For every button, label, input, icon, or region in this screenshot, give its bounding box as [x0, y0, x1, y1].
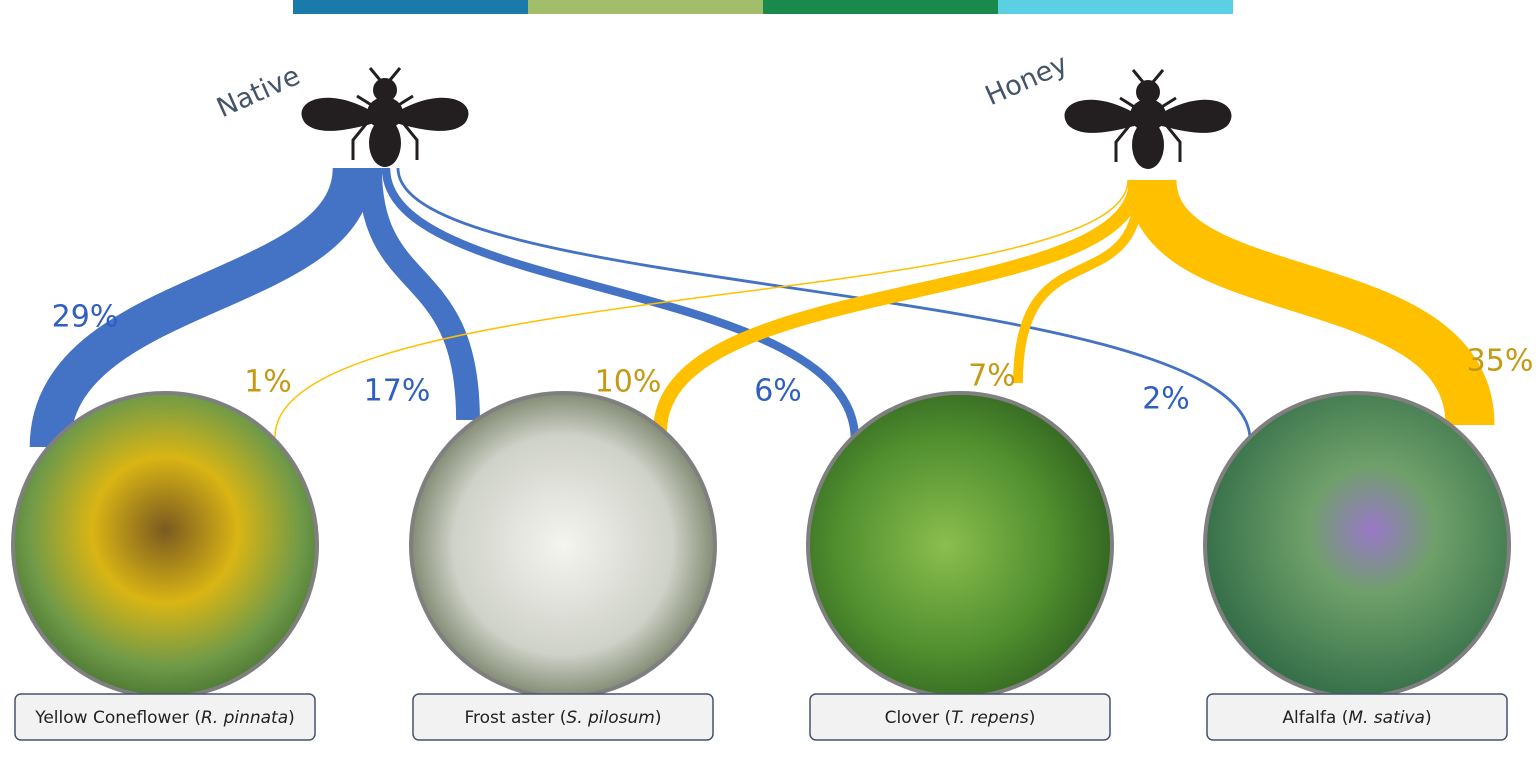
flow-label: 2% — [1142, 382, 1190, 417]
bee-label: Honey — [981, 48, 1073, 112]
flower-label-part: Alfalfa ( — [1282, 708, 1348, 728]
flower-label-part: T. repens — [951, 708, 1029, 728]
top-bar — [293, 0, 1233, 14]
flower-label-part: M. sativa — [1348, 708, 1425, 728]
flow — [1152, 180, 1470, 425]
flower-label-part: ) — [288, 708, 295, 728]
flower-label-part: ) — [655, 708, 662, 728]
bee — [1064, 70, 1231, 169]
infographic: 29% 17% 6% 2% 1% 10% 7% 35% Yellow Coneflower (… — [0, 0, 1540, 767]
flower-photo — [411, 393, 715, 697]
flower-label-part: ) — [1029, 708, 1036, 728]
flow-label: 1% — [244, 365, 292, 400]
bee-label: Native — [212, 60, 304, 124]
flow-label: 17% — [364, 374, 431, 409]
bee — [301, 68, 468, 167]
flow-label: 7% — [968, 359, 1016, 394]
flower-label-part: R. pinnata — [201, 708, 288, 728]
flow-label: 29% — [52, 300, 119, 335]
flowers: Yellow Coneflower (R. pinnata)Frost aste… — [13, 393, 1509, 740]
bees: Native Honey — [212, 48, 1231, 169]
flow-label: 35% — [1467, 344, 1534, 379]
flower-label-part: Yellow Coneflower ( — [34, 708, 201, 728]
bee-abdomen — [1132, 121, 1164, 169]
flower-label-part: S. pilosum — [566, 708, 654, 728]
flow — [660, 180, 1136, 432]
bee-abdomen — [369, 119, 401, 167]
flow-label: 10% — [595, 365, 662, 400]
flower-label: Alfalfa (M. sativa) — [1282, 708, 1431, 728]
flower-label: Frost aster (S. pilosum) — [465, 708, 662, 728]
flow-label: 6% — [754, 374, 802, 409]
flower-label: Clover (T. repens) — [885, 708, 1036, 728]
flower-photo — [13, 393, 317, 697]
flower-label-part: Clover ( — [885, 708, 952, 728]
flower-label-part: Frost aster ( — [465, 708, 567, 728]
flower-label-part: ) — [1425, 708, 1432, 728]
flower-label: Yellow Coneflower (R. pinnata) — [34, 708, 295, 728]
flower-photo — [1205, 393, 1509, 697]
flower-photo — [808, 393, 1112, 697]
